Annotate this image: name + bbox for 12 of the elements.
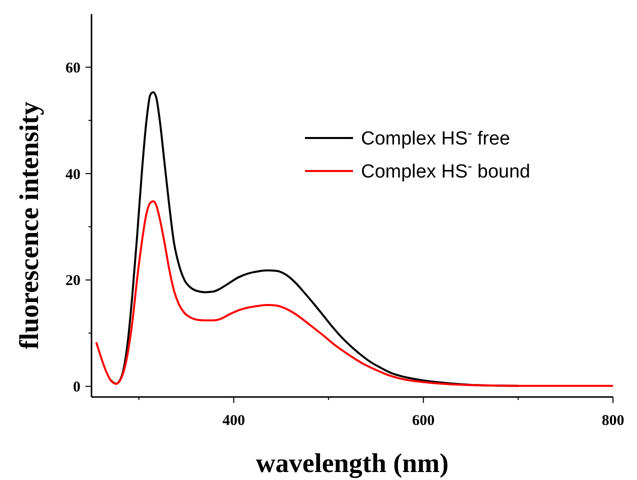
y-tick-label: 60 [66,60,80,76]
x-tick-label: 400 [222,413,245,429]
line-series [95,200,614,387]
y-axis-title: fluorescence intensity [14,101,44,350]
legend-label: Complex HS$^{-}$ bound [361,158,530,183]
y-tick-label: 40 [66,166,80,183]
x-tick-label: 600 [412,413,435,429]
legend-label: Complex HS$^{-}$ free [361,125,510,150]
y-tick-label: 20 [66,273,80,290]
x-tick-label: 800 [602,413,624,429]
x-axis-title: wavelength (nm) [256,448,449,478]
y-tick-label: 0 [73,380,80,396]
